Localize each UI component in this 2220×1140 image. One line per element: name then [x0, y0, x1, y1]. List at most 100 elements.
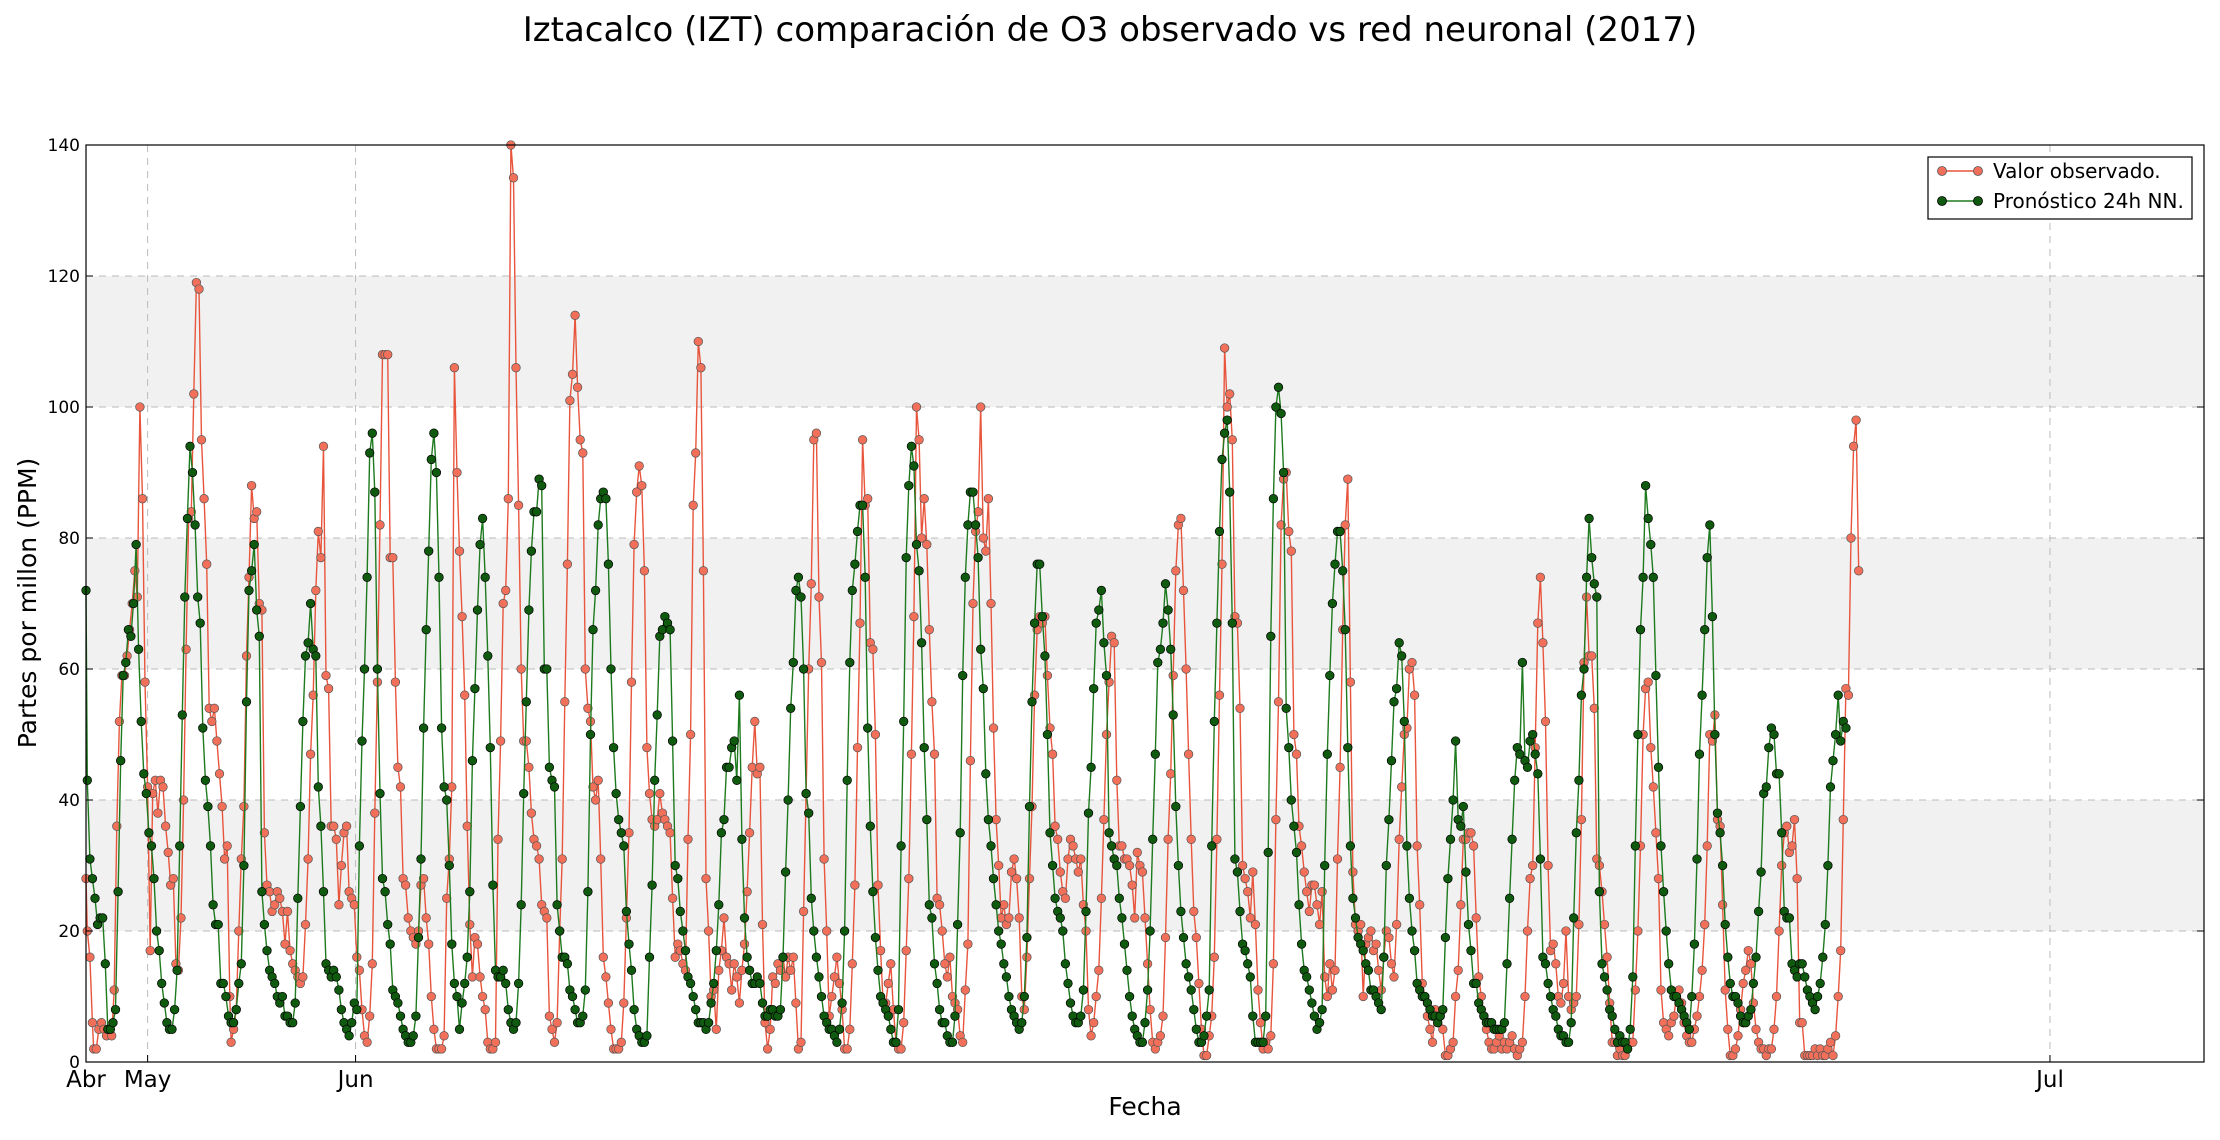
y-axis-ticks: 0 20 40 60 80 100 120 140: [48, 136, 2204, 1073]
data-point-observed: [1589, 703, 1599, 713]
data-point-observed: [1551, 959, 1561, 969]
data-point-forecast: [952, 919, 963, 930]
data-point-forecast: [365, 448, 375, 458]
data-point-forecast: [1792, 972, 1802, 982]
data-point-observed: [901, 945, 911, 956]
data-point-observed: [524, 762, 534, 772]
data-point-observed: [1137, 867, 1148, 877]
data-point-forecast: [1818, 952, 1828, 962]
data-point-forecast: [911, 539, 922, 550]
data-point-observed: [1836, 945, 1846, 956]
data-point-forecast: [1381, 860, 1391, 871]
data-point-forecast: [1836, 736, 1846, 746]
data-point-forecast: [1643, 513, 1653, 524]
data-point-forecast: [1222, 415, 1232, 425]
data-point-forecast: [1599, 972, 1610, 982]
data-point-observed: [226, 1037, 236, 1047]
data-point-forecast: [994, 926, 1004, 936]
data-point-observed: [619, 998, 629, 1008]
data-point-observed: [590, 795, 601, 805]
data-point-observed: [1425, 1024, 1435, 1034]
data-point-forecast: [585, 729, 596, 740]
data-point-observed: [1743, 945, 1753, 956]
data-point-forecast: [185, 441, 195, 451]
data-point-observed: [1415, 900, 1425, 910]
data-point-observed: [963, 939, 973, 949]
data-point-forecast: [1235, 906, 1245, 917]
data-point-observed: [531, 841, 542, 851]
data-point-observed: [714, 965, 724, 975]
data-point-observed: [300, 919, 311, 930]
data-point-forecast: [1261, 1011, 1271, 1021]
data-point-forecast: [1450, 736, 1461, 746]
data-point-observed: [1022, 952, 1032, 962]
data-point-observed: [560, 697, 570, 707]
data-point-observed: [222, 841, 232, 851]
background-bands: [86, 276, 2204, 931]
data-point-forecast: [298, 716, 308, 727]
data-point-observed: [575, 435, 585, 445]
data-point-forecast: [1214, 526, 1225, 537]
data-point-forecast: [665, 625, 675, 635]
data-point-forecast: [1379, 952, 1389, 962]
data-point-observed: [1340, 520, 1350, 530]
data-point-forecast: [739, 913, 750, 923]
data-point-forecast: [567, 991, 578, 1002]
data-point-observed: [1158, 1011, 1168, 1021]
data-point-observed: [1168, 670, 1178, 681]
data-point-forecast: [1289, 821, 1299, 831]
data-point-forecast: [644, 952, 655, 962]
data-point-forecast: [1335, 526, 1345, 537]
data-point-forecast: [334, 985, 344, 995]
data-point-observed: [447, 782, 457, 792]
data-point-observed: [565, 395, 575, 406]
data-point-forecast: [465, 887, 475, 897]
data-point-forecast: [1551, 1011, 1561, 1021]
data-point-observed: [1771, 991, 1782, 1002]
data-point-observed: [1171, 566, 1181, 576]
data-point-forecast: [1648, 572, 1658, 582]
data-point-observed: [168, 873, 178, 884]
data-point-observed: [562, 559, 573, 569]
data-point-forecast: [128, 598, 139, 609]
data-point-observed: [1394, 834, 1404, 844]
data-point-forecast: [1692, 854, 1702, 864]
data-point-forecast: [1384, 814, 1394, 825]
data-point-observed: [937, 926, 947, 936]
data-point-forecast: [1563, 1037, 1574, 1047]
data-point-forecast: [883, 1011, 893, 1021]
data-point-observed: [1145, 1004, 1155, 1015]
data-point-forecast: [852, 526, 863, 537]
data-point-forecast: [544, 762, 555, 772]
data-point-forecast: [816, 991, 827, 1002]
data-point-forecast: [1189, 1004, 1199, 1015]
data-point-observed: [986, 598, 996, 609]
data-point-forecast: [167, 1024, 177, 1034]
data-point-forecast: [1748, 978, 1759, 989]
data-point-observed: [1289, 729, 1299, 740]
data-point-forecast: [1445, 834, 1456, 844]
data-point-observed: [598, 952, 608, 962]
data-point-observed: [691, 448, 701, 458]
data-point-observed: [1697, 965, 1707, 975]
chart-title: Iztacalco (IZT) comparación de O3 observ…: [522, 10, 1698, 50]
data-point-forecast: [1232, 867, 1243, 877]
data-point-observed: [1317, 887, 1327, 897]
data-point-forecast: [1320, 860, 1330, 871]
data-point-observed: [1163, 834, 1173, 844]
data-point-observed: [465, 919, 475, 930]
data-point-forecast: [1658, 887, 1669, 897]
data-point-observed: [1309, 880, 1320, 890]
data-point-observed: [557, 854, 567, 864]
data-point-forecast: [1823, 860, 1833, 871]
data-point-forecast: [1448, 795, 1458, 805]
data-point-forecast: [434, 572, 444, 582]
data-point-forecast: [1263, 847, 1273, 858]
data-point-forecast: [1273, 382, 1284, 392]
data-point-observed: [365, 1011, 375, 1021]
data-point-observed: [1140, 913, 1150, 923]
data-point-observed: [275, 893, 285, 903]
legend-forecast-marker: [1937, 196, 1947, 206]
data-point-forecast: [1137, 1037, 1148, 1047]
data-point-forecast: [1178, 932, 1189, 943]
